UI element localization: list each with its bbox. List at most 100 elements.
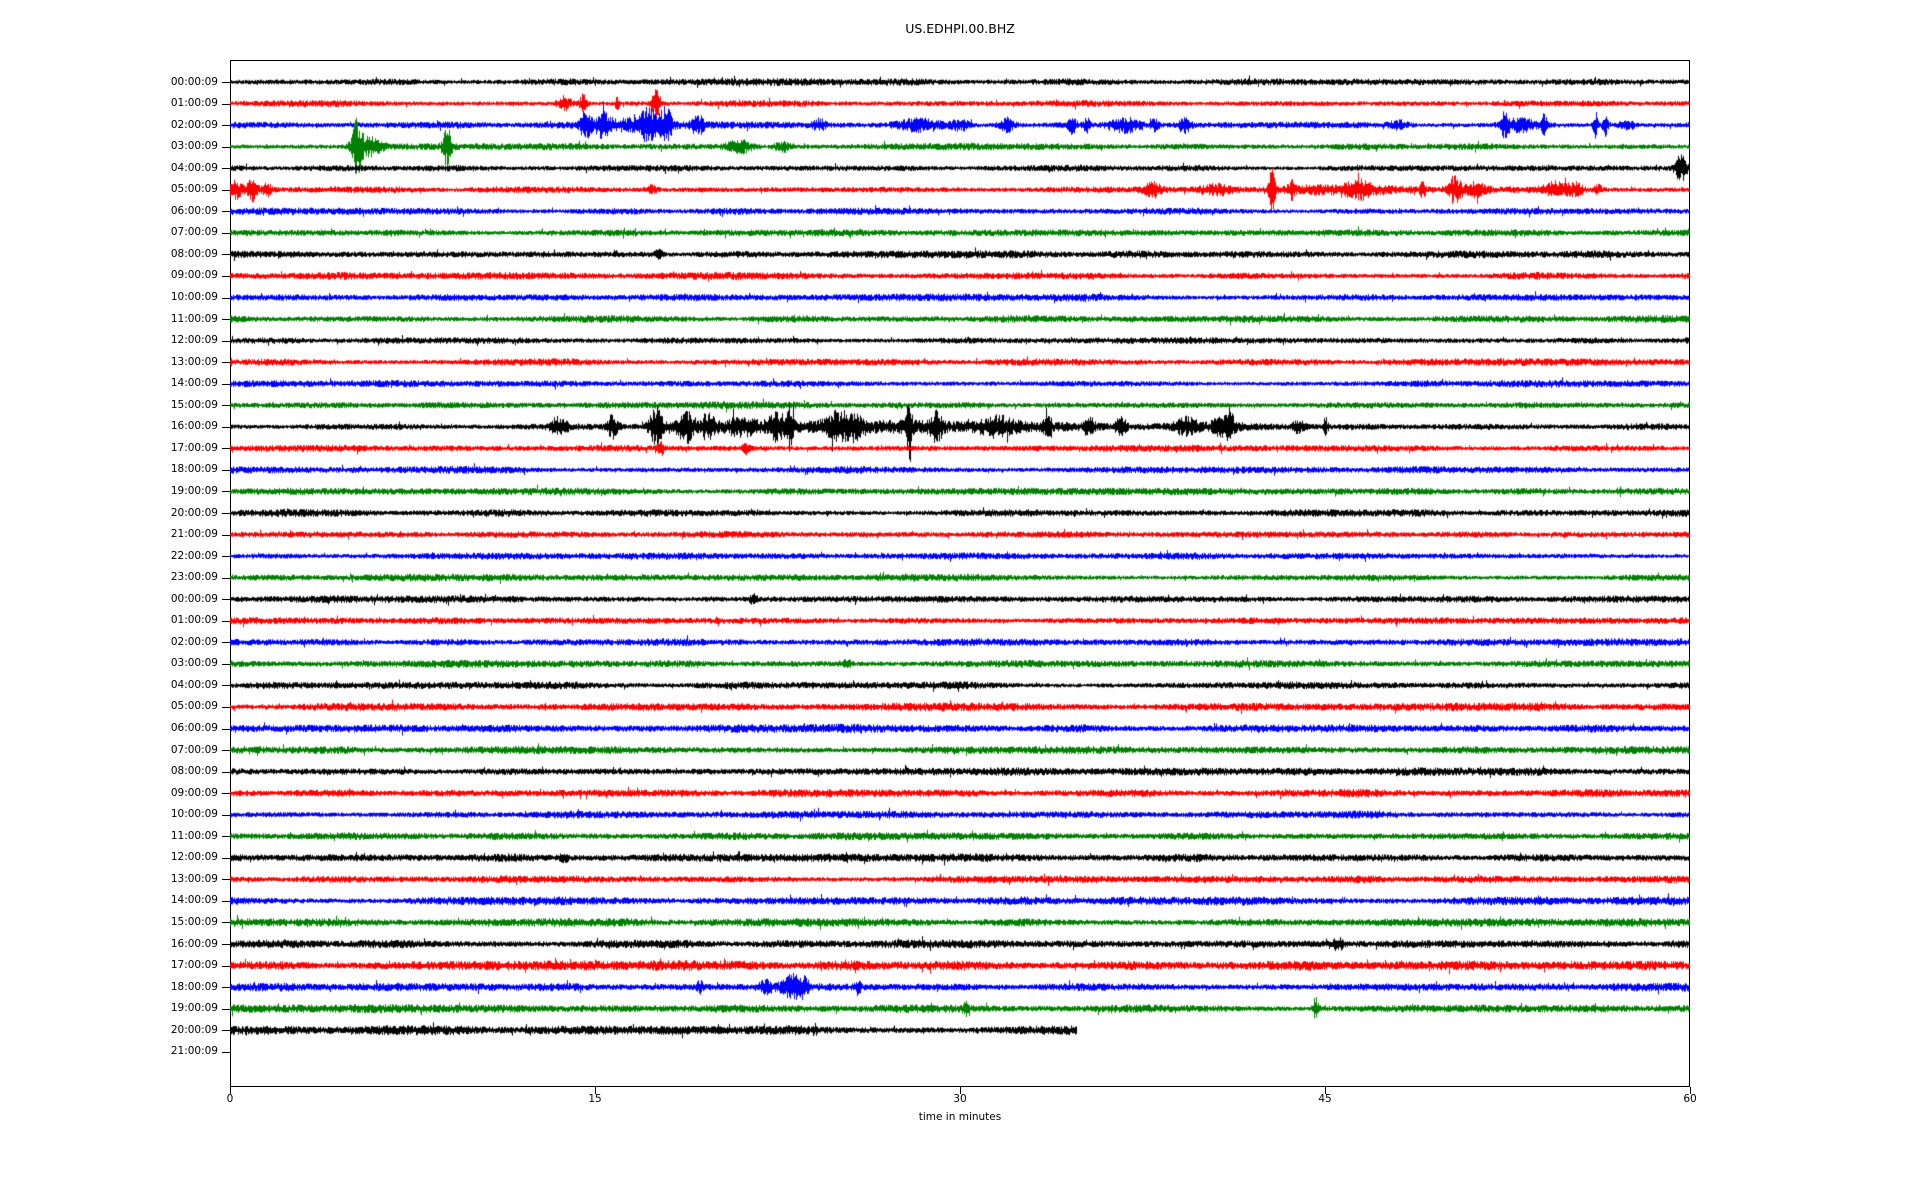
y-tick bbox=[222, 771, 230, 773]
y-tick bbox=[222, 965, 230, 967]
y-tick bbox=[222, 1051, 230, 1053]
row-time-label: 05:00:09 bbox=[170, 183, 218, 196]
row-time-label: 11:00:09 bbox=[170, 829, 218, 842]
y-tick bbox=[222, 922, 230, 924]
y-tick bbox=[222, 146, 230, 148]
row-time-label: 20:00:09 bbox=[170, 506, 218, 519]
seismogram-canvas bbox=[230, 60, 1690, 1087]
y-tick bbox=[222, 685, 230, 687]
x-tick bbox=[1324, 1087, 1326, 1094]
row-time-label: 08:00:09 bbox=[170, 247, 218, 260]
row-time-label: 19:00:09 bbox=[170, 484, 218, 497]
y-tick bbox=[222, 642, 230, 644]
y-tick bbox=[222, 513, 230, 514]
row-time-label: 00:00:09 bbox=[170, 75, 218, 88]
row-time-label: 09:00:09 bbox=[170, 269, 218, 282]
y-tick bbox=[222, 211, 230, 213]
row-time-label: 16:00:09 bbox=[170, 937, 218, 950]
row-time-label: 09:00:09 bbox=[170, 786, 218, 799]
y-tick bbox=[222, 319, 230, 321]
y-tick bbox=[222, 448, 230, 450]
y-tick bbox=[222, 793, 230, 795]
row-time-label: 10:00:09 bbox=[170, 291, 218, 303]
y-tick bbox=[222, 836, 230, 838]
row-time-label: 02:00:09 bbox=[170, 118, 218, 131]
y-tick bbox=[222, 254, 230, 256]
y-tick bbox=[222, 469, 230, 471]
y-tick bbox=[222, 857, 230, 859]
row-time-label: 00:00:09 bbox=[170, 592, 218, 605]
y-tick bbox=[222, 534, 230, 536]
row-time-label: 17:00:09 bbox=[170, 959, 218, 972]
row-time-label: 15:00:09 bbox=[170, 398, 218, 411]
row-time-label: 18:00:09 bbox=[170, 980, 218, 993]
row-time-label: 01:00:09 bbox=[170, 97, 218, 110]
x-tick bbox=[1689, 1087, 1691, 1094]
row-time-label: 16:00:09 bbox=[170, 420, 218, 433]
row-time-label: 08:00:09 bbox=[170, 765, 218, 778]
row-time-label: 13:00:09 bbox=[170, 872, 218, 885]
y-tick bbox=[222, 814, 230, 816]
x-tick-label: 30 bbox=[953, 1093, 967, 1105]
row-time-label: 12:00:09 bbox=[170, 851, 218, 864]
y-tick bbox=[222, 168, 230, 170]
row-time-label: 14:00:09 bbox=[170, 894, 218, 907]
x-tick bbox=[594, 1087, 596, 1094]
row-time-label: 15:00:09 bbox=[170, 915, 218, 928]
y-tick bbox=[222, 103, 230, 105]
y-tick bbox=[222, 275, 230, 277]
y-tick bbox=[222, 1030, 230, 1032]
y-tick bbox=[222, 297, 230, 299]
row-time-label: 03:00:09 bbox=[170, 140, 218, 153]
x-tick-label: 45 bbox=[1318, 1093, 1332, 1105]
row-time-label: 14:00:09 bbox=[170, 377, 218, 390]
y-tick bbox=[222, 426, 230, 428]
x-axis-label: time in minutes bbox=[918, 1111, 1002, 1123]
row-time-label: 11:00:09 bbox=[170, 312, 218, 325]
y-tick bbox=[222, 1008, 230, 1010]
row-time-label: 05:00:09 bbox=[170, 700, 218, 713]
x-tick bbox=[959, 1087, 961, 1094]
row-time-label: 10:00:09 bbox=[170, 808, 218, 821]
y-tick bbox=[222, 750, 230, 752]
y-tick bbox=[222, 362, 230, 364]
row-time-label: 13:00:09 bbox=[170, 355, 218, 368]
x-tick bbox=[229, 1087, 231, 1094]
row-time-label: 17:00:09 bbox=[170, 441, 218, 454]
row-time-label: 07:00:09 bbox=[170, 226, 218, 239]
y-tick bbox=[222, 232, 230, 234]
y-tick bbox=[222, 189, 230, 191]
row-time-label: 06:00:09 bbox=[170, 204, 218, 217]
y-tick bbox=[222, 577, 230, 579]
y-tick bbox=[222, 987, 230, 989]
y-tick bbox=[222, 944, 230, 945]
y-tick bbox=[222, 82, 230, 83]
row-time-label: 12:00:09 bbox=[170, 334, 218, 347]
row-time-label: 02:00:09 bbox=[170, 635, 218, 648]
row-time-label: 21:00:09 bbox=[170, 528, 218, 541]
x-tick-label: 0 bbox=[226, 1093, 234, 1105]
chart-title: US.EDHPI.00.BHZ bbox=[905, 21, 1015, 36]
row-time-label: 04:00:09 bbox=[170, 161, 218, 174]
row-time-label: 04:00:09 bbox=[170, 678, 218, 691]
row-time-label: 03:00:09 bbox=[170, 657, 218, 670]
row-time-label: 20:00:09 bbox=[170, 1023, 218, 1036]
row-time-label: 01:00:09 bbox=[170, 614, 218, 627]
row-time-label: 06:00:09 bbox=[170, 722, 218, 734]
y-tick bbox=[222, 125, 230, 127]
row-time-label: 22:00:09 bbox=[170, 549, 218, 562]
row-time-label: 19:00:09 bbox=[170, 1002, 218, 1015]
y-tick bbox=[222, 620, 230, 622]
x-tick-label: 60 bbox=[1683, 1093, 1697, 1105]
y-tick bbox=[222, 491, 230, 493]
y-tick bbox=[222, 706, 230, 708]
y-tick bbox=[222, 383, 230, 385]
row-time-label: 21:00:09 bbox=[170, 1045, 218, 1058]
x-tick-label: 15 bbox=[588, 1093, 602, 1105]
y-tick bbox=[222, 663, 230, 665]
y-tick bbox=[222, 556, 230, 558]
y-tick bbox=[222, 340, 230, 342]
row-time-label: 18:00:09 bbox=[170, 463, 218, 476]
y-tick bbox=[222, 879, 230, 881]
